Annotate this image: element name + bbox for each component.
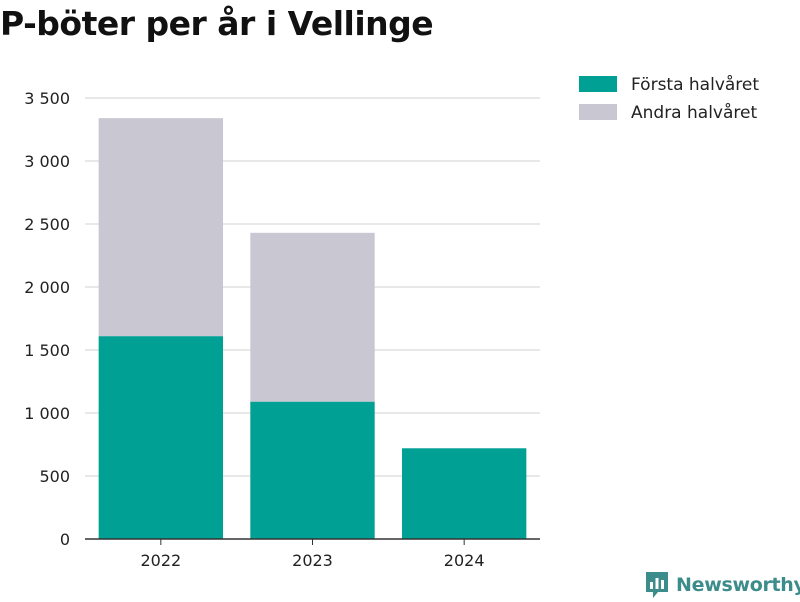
x-tick-label: 2022 [140,551,181,570]
y-tick-label: 500 [39,467,70,486]
y-tick-label: 1 000 [24,404,70,423]
bar-2022-series-0 [98,336,224,539]
y-tick-label: 1 500 [24,341,70,360]
y-tick-label: 3 000 [24,152,70,171]
x-tick-label: 2023 [292,551,333,570]
legend-swatch [579,104,617,120]
x-tick-label: 2024 [444,551,485,570]
legend-label: Första halvåret [631,74,759,95]
newsworthy-icon [646,572,668,598]
legend-swatch [579,76,617,92]
legend-label: Andra halvåret [631,102,757,123]
y-tick-label: 2 000 [24,278,70,297]
y-tick-label: 0 [60,530,70,549]
newsworthy-logo: Newsworthy [644,568,800,602]
bar-2023-series-0 [250,401,375,539]
bar-2022-series-1 [98,118,224,337]
y-tick-label: 3 500 [24,89,70,108]
y-tick-label: 2 500 [24,215,70,234]
brand-name: Newsworthy [676,574,800,596]
bar-2023-series-1 [250,232,375,402]
bar-2024-series-0 [401,448,527,539]
chart-title: P-böter per år i Vellinge [0,4,434,43]
